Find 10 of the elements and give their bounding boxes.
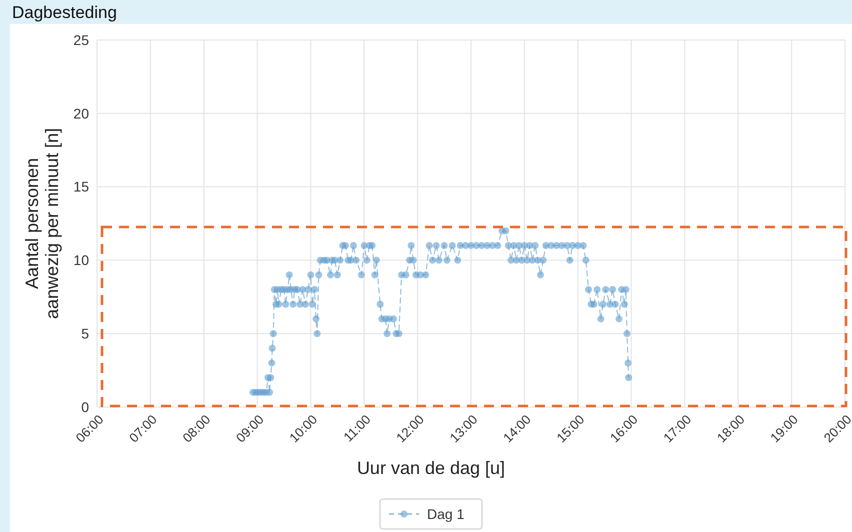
chart-title: Dagbesteding (12, 3, 117, 22)
legend-label: Dag 1 (427, 506, 465, 522)
y-axis-title: Aantal personen aanwezig per minuut [n] (22, 128, 62, 320)
y-tick-label: 10 (73, 252, 90, 268)
y-tick-label: 25 (73, 32, 90, 48)
y-tick-label: 0 (81, 398, 90, 415)
y-tick-label: 5 (81, 326, 90, 342)
y-tick-label: 15 (73, 178, 90, 195)
y-tick-label: 20 (73, 105, 90, 122)
x-axis-title: Uur van de dag [u] (356, 458, 506, 478)
